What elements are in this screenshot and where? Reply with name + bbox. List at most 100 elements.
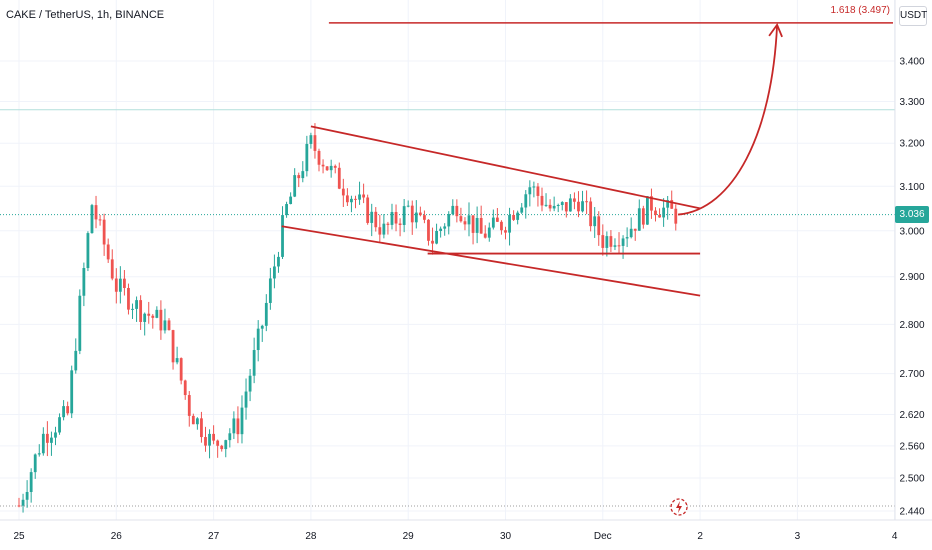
candle-body [504,230,507,233]
candle-body [540,195,544,206]
candle [491,209,495,230]
candle-body [114,278,118,292]
candle [556,203,560,213]
candle-body [135,300,138,309]
candle [167,318,171,331]
candle [536,183,540,207]
candle [479,205,483,234]
candle-body [597,216,601,236]
flash-icon[interactable] [669,497,689,517]
candle [195,417,199,430]
candle-body [508,214,511,233]
candle [244,378,248,420]
candle [131,303,134,319]
candle-body [175,358,179,363]
candle-body [613,245,617,247]
candle [159,300,163,340]
candle [641,205,645,229]
candle [439,226,443,238]
fib-level-label: 1.618 (3.497) [830,5,891,16]
currency-badge[interactable]: USDT [899,6,927,26]
candle-body [402,206,406,225]
candle-body [560,202,564,206]
candle-body [195,418,199,425]
candle [650,188,653,219]
candle-body [427,219,430,241]
candle-body [297,175,301,179]
pattern-drawing [281,22,893,297]
candle-body [568,198,572,212]
candle-body [577,201,580,212]
candle-body [670,200,674,209]
candle [277,251,280,273]
candle-body [82,268,86,296]
candle [394,204,398,232]
candle-body [248,375,252,392]
x-axis[interactable]: 25 26 27 28 29 30 Dec 2 3 4 [0,519,932,542]
candle [455,199,459,223]
candle-body [495,217,499,222]
y-axis[interactable]: 3.400 3.300 3.200 3.100 3.000 2.900 2.800 2.700… [894,0,925,520]
candle [70,365,74,419]
candle-body [382,223,386,235]
candle [564,202,568,218]
candle-body [581,201,584,212]
candle-body [435,230,438,244]
plot-background [0,0,895,520]
candle-body [191,415,195,425]
candle-body [151,315,155,318]
candle-body [106,244,110,260]
candle [66,401,70,416]
candle [378,214,382,244]
candle-body [118,278,122,292]
candle-body [491,217,495,228]
candle [135,296,138,322]
candle-body [345,195,349,203]
candle-body [573,198,576,202]
candle-body [285,204,288,216]
candle-body [471,215,475,233]
candle [341,178,345,208]
candle [560,201,564,211]
candle [179,357,183,385]
candle [362,183,366,204]
candle [487,222,491,242]
candle [443,223,447,236]
candle-body [641,208,645,225]
candle [435,223,438,245]
candle [568,194,572,212]
x-tick-label: 27 [208,531,220,542]
candle [528,180,532,207]
candle-body [268,278,272,303]
candle [33,453,37,479]
candle-body [110,259,114,279]
candle-body [277,256,280,267]
candle-body [62,406,65,418]
candle-body [390,212,394,225]
candle [374,207,378,232]
x-tick-label: 28 [305,531,317,542]
candle-body [333,165,337,168]
candle [585,190,588,215]
candle-body [163,320,167,331]
candle-body [171,330,175,363]
candle-body [366,197,370,223]
candle [232,411,236,440]
y-tick-label: 3.100 [899,182,924,193]
candle-body [187,395,191,416]
candle [102,213,106,256]
candle [593,207,597,238]
candle [670,190,674,209]
candle [94,195,98,229]
candle-body [374,211,378,228]
candle [414,200,418,229]
candle [645,196,649,225]
candle [500,220,503,235]
candle [62,400,65,421]
candle-body [658,215,661,218]
candle [597,211,601,246]
x-tick-label: 3 [795,531,801,542]
candle-body [273,266,276,279]
candle-body [423,215,426,220]
